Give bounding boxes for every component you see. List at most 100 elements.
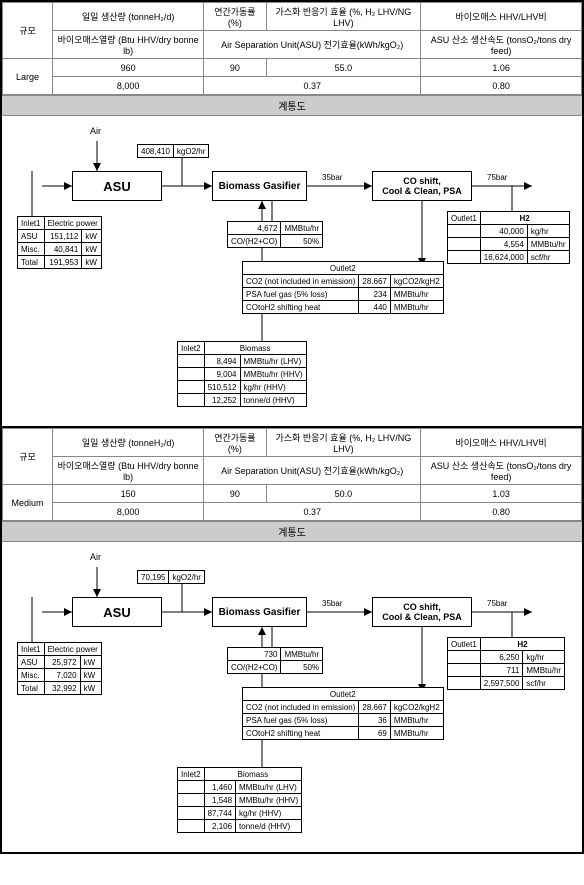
o2-r1u: kgCO2/kgH2 bbox=[390, 275, 443, 288]
large-r2v2: 0.37 bbox=[204, 77, 421, 95]
medium-diagram: Air 70,195 kgO2/hr ASU Biomass Gasifier … bbox=[2, 542, 582, 852]
i2-r1u: MMBtu/hr (LHV) bbox=[240, 355, 306, 368]
medium-diagram-title: 계통도 bbox=[2, 521, 582, 542]
m-hdr2: 연간가동률 (%) bbox=[204, 429, 266, 457]
inlet1-r3l: Total bbox=[18, 256, 45, 269]
m-asu-box: ASU bbox=[72, 597, 162, 627]
m-o2b-r3l: COtoH2 shifting heat bbox=[243, 727, 359, 740]
m-mid-r1v: 730 bbox=[228, 648, 281, 661]
m-gasifier-box: Biomass Gasifier bbox=[212, 597, 307, 627]
m-o2b-r1l: CO2 (not included in emission) bbox=[243, 701, 359, 714]
m-o2b-r1u: kgCO2/kgH2 bbox=[390, 701, 443, 714]
m-o1-r3v: 2,597,500 bbox=[480, 677, 523, 690]
m-o1-col: H2 bbox=[480, 638, 564, 651]
m-i1-r2v: 7,020 bbox=[44, 669, 80, 682]
m-i2-title: Inlet2 bbox=[178, 768, 205, 781]
m-o2rate-table: 70,195 kgO2/hr bbox=[137, 570, 205, 584]
o1-title: Outlet1 bbox=[448, 212, 481, 225]
outlet1-table: Outlet1H2 40,000kg/hr 4,554MMBtu/hr 16,6… bbox=[447, 211, 570, 264]
o1-r2u: MMBtu/hr bbox=[527, 238, 569, 251]
o2-r2l: PSA fuel gas (5% loss) bbox=[243, 288, 359, 301]
m-i1-r1u: kW bbox=[80, 656, 101, 669]
m-mid-r1u: MMBtu/hr bbox=[281, 648, 323, 661]
large-v1: 960 bbox=[53, 59, 204, 77]
m-o2b-r3v: 69 bbox=[359, 727, 390, 740]
hdr-col5: 바이오매스열량 (Btu HHV/dry bonne lb) bbox=[53, 31, 204, 59]
mid-r2l: CO/(H2+CO) bbox=[228, 235, 281, 248]
m-i2b-r2v: 1,548 bbox=[204, 794, 235, 807]
o2-r3u: MMBtu/hr bbox=[390, 301, 443, 314]
o2-r1v: 28.667 bbox=[359, 275, 390, 288]
mid-r1v: 4,672 bbox=[228, 222, 281, 235]
large-v4: 1.06 bbox=[421, 59, 582, 77]
large-section: 규모 일일 생산량 (tonneH₂/d) 연간가동률 (%) 가스화 반응기 … bbox=[2, 2, 582, 428]
m-p1-label: 35bar bbox=[322, 599, 342, 608]
outlet2-title: Outlet2 bbox=[243, 262, 444, 275]
hdr-col7: ASU 산소 생산속도 (tonsO₂/tons dry feed) bbox=[421, 31, 582, 59]
o1-r1u: kg/hr bbox=[527, 225, 569, 238]
m-v1: 150 bbox=[53, 485, 204, 503]
m-outlet1-table: Outlet1H2 6,250kg/hr 711MMBtu/hr 2,597,5… bbox=[447, 637, 565, 690]
m-o2-val: 70,195 bbox=[138, 571, 169, 584]
inlet1-r2l: Misc. bbox=[18, 243, 45, 256]
i2-r3v: 510,512 bbox=[204, 381, 240, 394]
m-o1-r1u: kg/hr bbox=[523, 651, 565, 664]
inlet1-r3v: 191,953 bbox=[44, 256, 82, 269]
m-o2b-r1v: 28.667 bbox=[359, 701, 390, 714]
inlet1-r2v: 40,841 bbox=[44, 243, 82, 256]
m-hdr7: ASU 산소 생산속도 (tonsO₂/tons dry feed) bbox=[421, 457, 582, 485]
m-i2b-r4u: tonne/d (HHV) bbox=[236, 820, 302, 833]
p2-label: 75bar bbox=[487, 173, 507, 182]
o1-r3u: scf/hr bbox=[527, 251, 569, 264]
coshift-box: CO shift, Cool & Clean, PSA bbox=[372, 171, 472, 201]
i2-r4u: tonne/d (HHV) bbox=[240, 394, 306, 407]
p1-label: 35bar bbox=[322, 173, 342, 182]
mid-r2v: 50% bbox=[281, 235, 323, 248]
i2-r1v: 8,494 bbox=[204, 355, 240, 368]
inlet2-table: Inlet2Biomass 8,494MMBtu/hr (LHV) 9,004M… bbox=[177, 341, 307, 407]
hdr-col6: Air Separation Unit(ASU) 전기효율(kWh/kgO₂) bbox=[204, 31, 421, 59]
large-diagram: Air 408,410 kgO2/hr ASU Biomass Gasifier… bbox=[2, 116, 582, 426]
m-o1-r1v: 6,250 bbox=[480, 651, 523, 664]
asu-box: ASU bbox=[72, 171, 162, 201]
m-o2b-r3u: MMBtu/hr bbox=[390, 727, 443, 740]
m-coshift-box: CO shift, Cool & Clean, PSA bbox=[372, 597, 472, 627]
m-hdr6: Air Separation Unit(ASU) 전기효율(kWh/kgO₂) bbox=[204, 457, 421, 485]
m-i2-col: Biomass bbox=[204, 768, 302, 781]
gasifier-box: Biomass Gasifier bbox=[212, 171, 307, 201]
mid-r1u: MMBtu/hr bbox=[281, 222, 323, 235]
m-o2-title: Outlet2 bbox=[243, 688, 444, 701]
m-outlet2-table: Outlet2 CO2 (not included in emission)28… bbox=[242, 687, 444, 740]
mid-table: 4,672MMBtu/hr CO/(H2+CO)50% bbox=[227, 221, 323, 248]
m-i1-r3u: kW bbox=[80, 682, 101, 695]
o2-val: 408,410 bbox=[138, 145, 174, 158]
m-o2b-r2v: 36 bbox=[359, 714, 390, 727]
m-o1-r3u: scf/hr bbox=[523, 677, 565, 690]
m-i2b-r3v: 87,744 bbox=[204, 807, 235, 820]
o1-r2v: 4,554 bbox=[480, 238, 527, 251]
o2-r3v: 440 bbox=[359, 301, 390, 314]
m-i1-r1l: ASU bbox=[18, 656, 45, 669]
m-i1-r2l: Misc. bbox=[18, 669, 45, 682]
m-i1-title: Inlet1 bbox=[18, 643, 45, 656]
outlet2-table: Outlet2 CO2 (not included in emission)28… bbox=[242, 261, 444, 314]
hdr-col2: 연간가동률 (%) bbox=[204, 3, 266, 31]
m-hdr3: 가스화 반응기 효율 (%, H₂ LHV/NG LHV) bbox=[266, 429, 421, 457]
m-o1-title: Outlet1 bbox=[448, 638, 481, 651]
i2-title: Inlet2 bbox=[178, 342, 205, 355]
large-diagram-title: 계통도 bbox=[2, 95, 582, 116]
scale-label: 규모 bbox=[3, 3, 53, 59]
m-inlet2-table: Inlet2Biomass 1,460MMBtu/hr (LHV) 1,548M… bbox=[177, 767, 302, 833]
m-o1-r2v: 711 bbox=[480, 664, 523, 677]
m-i1-r2u: kW bbox=[80, 669, 101, 682]
inlet1-title: Inlet1 bbox=[18, 217, 45, 230]
large-header-table: 규모 일일 생산량 (tonneH₂/d) 연간가동률 (%) 가스화 반응기 … bbox=[2, 2, 582, 95]
m-i2b-r4v: 2,106 bbox=[204, 820, 235, 833]
m-hdr4: 바이오매스 HHV/LHV비 bbox=[421, 429, 582, 457]
m-mid-r2l: CO/(H2+CO) bbox=[228, 661, 281, 674]
large-r2v3: 0.80 bbox=[421, 77, 582, 95]
large-v3: 55.0 bbox=[266, 59, 421, 77]
scale-label-m: 규모 bbox=[3, 429, 53, 485]
m-inlet1-table: Inlet1Electric power ASU25,972kW Misc.7,… bbox=[17, 642, 102, 695]
m-i2b-r3u: kg/hr (HHV) bbox=[236, 807, 302, 820]
